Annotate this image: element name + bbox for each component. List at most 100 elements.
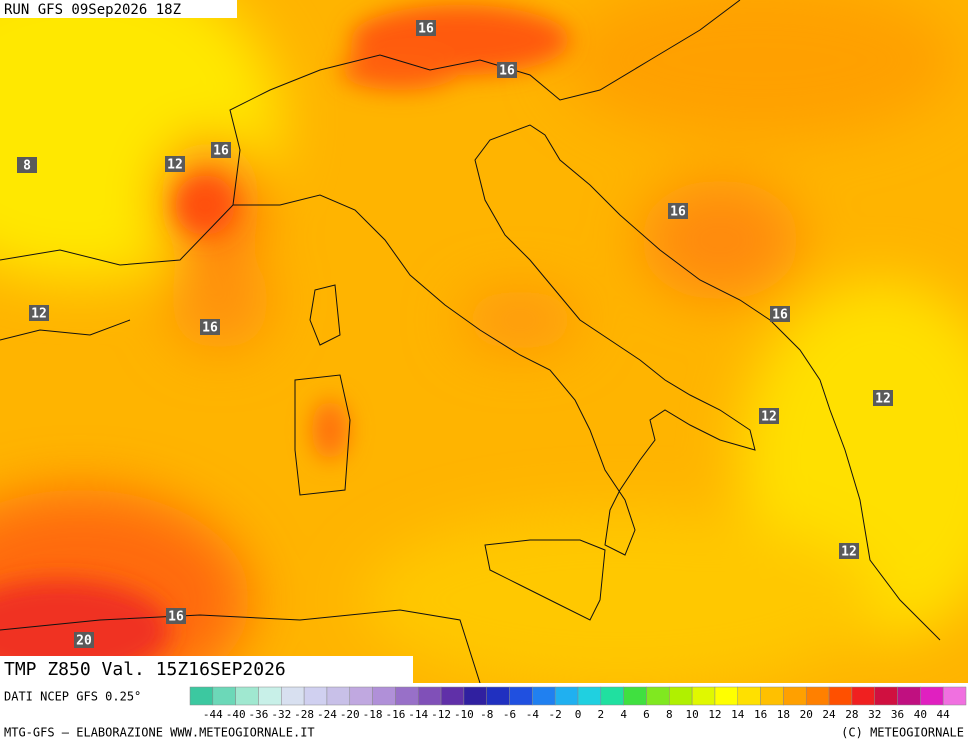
colorbar-swatch bbox=[828, 686, 853, 706]
colorbar-swatch bbox=[554, 686, 579, 706]
colorbar-swatch bbox=[851, 686, 875, 706]
colorbar-swatch bbox=[235, 686, 259, 706]
colorbar-tick-label: 14 bbox=[731, 708, 745, 721]
colorbar-swatch bbox=[532, 686, 556, 706]
colorbar-tick-label: 28 bbox=[845, 708, 858, 721]
colorbar-swatch bbox=[395, 686, 419, 706]
colorbar-swatch bbox=[760, 686, 784, 706]
label-box bbox=[839, 543, 859, 559]
colorbar-tick-label: -14 bbox=[408, 708, 428, 721]
label-box bbox=[416, 20, 436, 36]
colorbar-tick-label: 2 bbox=[598, 708, 605, 721]
colorbar-tick-label: 0 bbox=[575, 708, 582, 721]
label-box bbox=[200, 319, 220, 335]
colorbar-swatch bbox=[417, 686, 442, 706]
colorbar-tick-label: 36 bbox=[891, 708, 904, 721]
colorbar-tick-label: -6 bbox=[503, 708, 516, 721]
colorbar-swatch bbox=[303, 686, 328, 706]
info-title: TMP Z850 Val. 15Z16SEP2026 bbox=[4, 659, 286, 680]
footer-left: MTG-GFS — ELABORAZIONE WWW.METEOGIORNALE… bbox=[4, 726, 315, 740]
contour-label: 12 bbox=[841, 545, 857, 560]
label-box bbox=[211, 142, 231, 158]
colorbar-swatch bbox=[669, 686, 693, 706]
colorbar-swatch bbox=[258, 686, 282, 706]
colorbar-tick-label: 10 bbox=[685, 708, 698, 721]
colorbar-swatch bbox=[440, 686, 465, 706]
label-box bbox=[873, 390, 893, 406]
contour-label: 16 bbox=[670, 205, 686, 220]
contour-label: 12 bbox=[31, 307, 47, 322]
contour-label: 16 bbox=[772, 308, 788, 323]
label-box bbox=[770, 306, 790, 322]
colorbar-tick-label: 4 bbox=[620, 708, 627, 721]
contour-label: 8 bbox=[23, 159, 31, 174]
colorbar-tick-label: -10 bbox=[454, 708, 474, 721]
footer-right: (C) METEOGIORNALE bbox=[841, 726, 964, 740]
label-box bbox=[29, 305, 49, 321]
colorbar-tick-label: -18 bbox=[363, 708, 383, 721]
colorbar-swatch bbox=[691, 686, 716, 706]
label-box bbox=[74, 632, 94, 648]
contour-label: 16 bbox=[213, 144, 229, 159]
colorbar-swatch bbox=[897, 686, 921, 706]
colorbar-swatch bbox=[212, 686, 236, 706]
colorbar-tick-label: 20 bbox=[800, 708, 813, 721]
colorbar-tick-label: -32 bbox=[271, 708, 291, 721]
label-box bbox=[166, 608, 186, 624]
label-box bbox=[668, 203, 688, 219]
colorbar-swatch bbox=[805, 686, 830, 706]
label-box bbox=[497, 62, 517, 78]
contour-label: 12 bbox=[875, 392, 891, 407]
colorbar-tick-label: 32 bbox=[868, 708, 881, 721]
colorbar-swatch bbox=[349, 686, 373, 706]
colorbar-tick-label: -8 bbox=[480, 708, 493, 721]
colorbar-swatch bbox=[942, 686, 967, 706]
colorbar-swatch bbox=[646, 686, 670, 706]
colorbar-swatch bbox=[600, 686, 624, 706]
colorbar-tick-label: -2 bbox=[549, 708, 562, 721]
colorbar-tick-label: -36 bbox=[249, 708, 269, 721]
colorbar-tick-label: -20 bbox=[340, 708, 360, 721]
contour-label: 12 bbox=[167, 158, 183, 173]
map bbox=[0, 0, 968, 683]
colorbar-swatch bbox=[189, 686, 214, 706]
run-label: RUN GFS 09Sep2026 18Z bbox=[4, 2, 181, 18]
colorbar-swatch bbox=[737, 686, 761, 706]
colorbar-tick-label: -28 bbox=[294, 708, 314, 721]
colorbar-swatch bbox=[920, 686, 944, 706]
label-box bbox=[17, 157, 37, 173]
colorbar-swatch bbox=[281, 686, 305, 706]
colorbar-swatch bbox=[874, 686, 898, 706]
colorbar-tick-label: -12 bbox=[431, 708, 451, 721]
contour-label: 16 bbox=[168, 610, 184, 625]
contour-label: 16 bbox=[418, 22, 434, 37]
run-box bbox=[0, 0, 237, 18]
colorbar-tick-label: 16 bbox=[754, 708, 767, 721]
contour-label: 16 bbox=[202, 321, 218, 336]
colorbar-tick-label: -44 bbox=[203, 708, 223, 721]
label-box bbox=[165, 156, 185, 172]
colorbar-tick-label: -4 bbox=[526, 708, 540, 721]
colorbar-swatch bbox=[714, 686, 739, 706]
contour-labels: 16 16 12 16 8 16 12 16 16 12 12 12 16 20 bbox=[17, 20, 893, 649]
colorbar-swatch bbox=[577, 686, 602, 706]
colorbar-swatch bbox=[623, 686, 647, 706]
colorbar-tick-label: 24 bbox=[822, 708, 836, 721]
contour-label: 16 bbox=[499, 64, 515, 79]
colorbar-tick-label: 6 bbox=[643, 708, 650, 721]
colorbar-tick-label: 40 bbox=[914, 708, 927, 721]
colorbar-tick-label: -16 bbox=[385, 708, 405, 721]
colorbar-tick-label: 44 bbox=[937, 708, 951, 721]
colorbar-tick-label: 8 bbox=[666, 708, 673, 721]
colorbar-swatch bbox=[372, 686, 396, 706]
info-box bbox=[0, 656, 413, 683]
colorbar-tick-label: 18 bbox=[777, 708, 790, 721]
label-box bbox=[759, 408, 779, 424]
colorbar: -44 -4 0 -36 -32 -28 -2 4 -20 -18 -16 -14 -12 -10 -8 -6… bbox=[189, 686, 967, 721]
colorbar-tick-label: 12 bbox=[708, 708, 721, 721]
legend-source: DATI NCEP GFS 0.25° bbox=[4, 690, 141, 704]
colorbar-swatch bbox=[783, 686, 807, 706]
contour-label: 20 bbox=[76, 634, 92, 649]
colorbar-swatch bbox=[486, 686, 510, 706]
